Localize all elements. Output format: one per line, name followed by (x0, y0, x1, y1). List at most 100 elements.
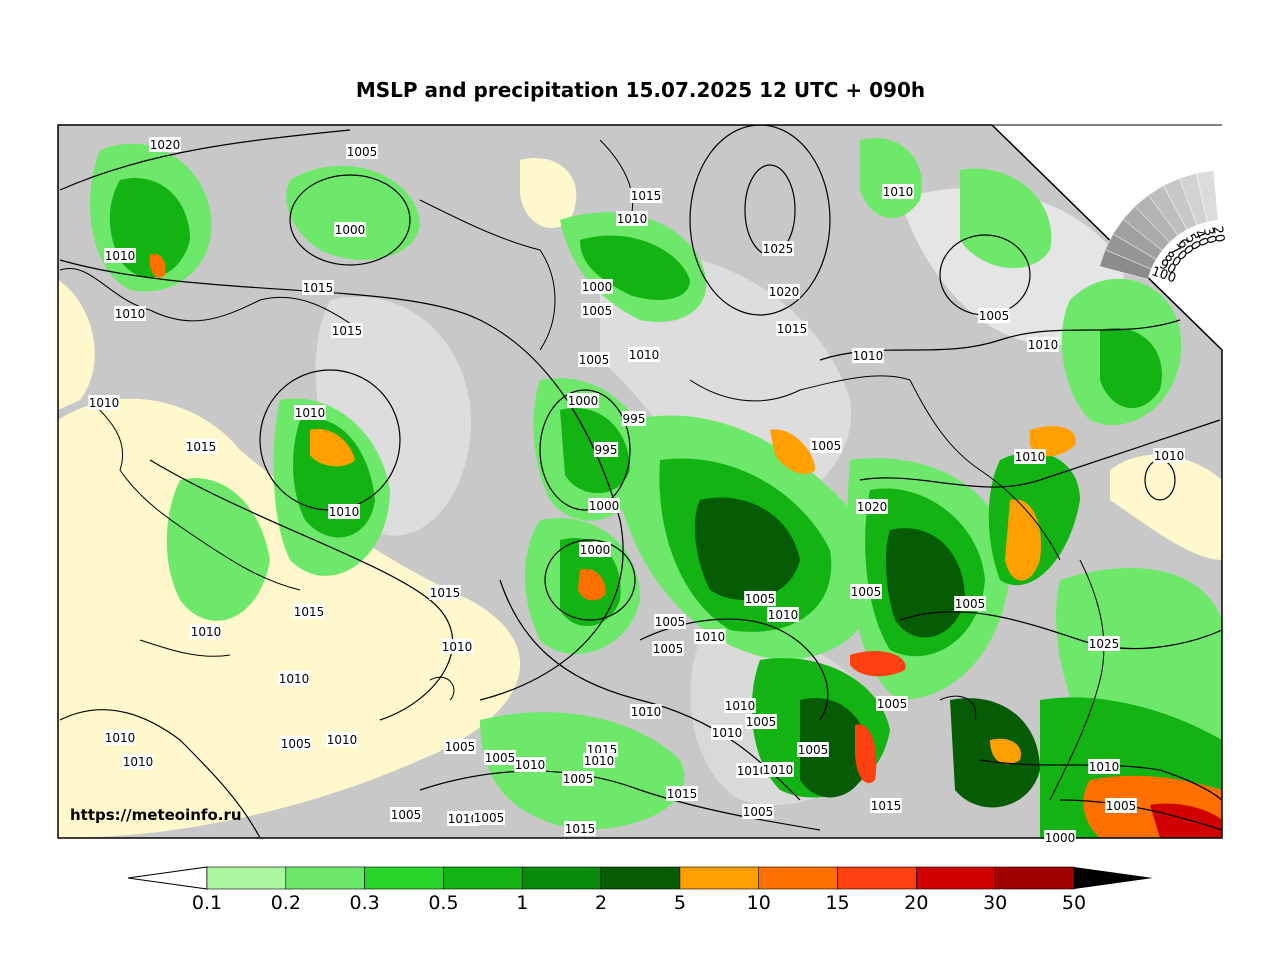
isobar-label: 1000 (568, 394, 599, 408)
isobar-label: 1020 (857, 500, 888, 514)
colorbar-segment (206, 866, 287, 890)
isobar-label: 1005 (391, 808, 422, 822)
isobar-label-box (666, 786, 698, 801)
isobar-label-box (390, 807, 422, 822)
isobar-label-box (776, 321, 808, 336)
isobar-label: 1000 (335, 223, 366, 237)
isobar-label: 1010 (584, 754, 615, 768)
isobar-label: 1015 (631, 189, 662, 203)
isobar-label: 1005 (746, 715, 777, 729)
isobar-label-box (473, 810, 505, 825)
isobar-label-box (1014, 449, 1046, 464)
isobar-label-box (185, 439, 217, 454)
colorbar-tick-label: 2 (595, 892, 607, 914)
cloud-scale-tick: 30 (1200, 226, 1219, 246)
isobar-label: 1005 (281, 737, 312, 751)
colorbar-over-triangle (1074, 867, 1153, 889)
isobar-label: 1015 (294, 605, 325, 619)
cloud-scale-tick: 50 (1182, 231, 1204, 253)
isobar-label-box (744, 591, 776, 606)
isobar-label-box (850, 584, 882, 599)
isobars (59, 125, 1222, 838)
isobar-label-box (628, 347, 660, 362)
isobar-label-box (149, 137, 181, 152)
isobar-label: 1010 (725, 699, 756, 713)
isobar-label: 1005 (485, 751, 516, 765)
isobar-label: 1015 (777, 322, 808, 336)
isobar-label-box (326, 732, 358, 747)
isobar-label-box (294, 405, 326, 420)
isobar-label-box (616, 211, 648, 226)
isobar-label-box (514, 757, 546, 772)
colorbar-tick-label: 0.5 (428, 892, 458, 914)
isobar-label: 1010 (105, 731, 136, 745)
isobar-labels: 1020 1005 1000 1015 1010 1010 1015 1010 1015 1010… (88, 137, 1185, 845)
isobar-label: 1005 (347, 145, 378, 159)
isobar-label: 1010 (768, 608, 799, 622)
isobar-label-box (621, 411, 647, 426)
isobar-label: 1010 (712, 726, 743, 740)
isobar-label: 1005 (743, 805, 774, 819)
clear-sky-area (58, 280, 95, 410)
isobar-label-box (954, 596, 986, 611)
cloud-scale-tick: 40 (1191, 228, 1212, 249)
isobar-label: 1005 (563, 772, 594, 786)
isobar-label: 1010 (695, 630, 726, 644)
isobar-label-box (856, 499, 888, 514)
isobar-label-box (583, 753, 615, 768)
colorbar-tick-label: 0.2 (271, 892, 301, 914)
isobar-label: 1010 (883, 185, 914, 199)
colorbar-tick-label: 30 (983, 892, 1007, 914)
isobar-label-box (724, 698, 756, 713)
map-title: MSLP and precipitation 15.07.2025 12 UTC… (355, 78, 926, 102)
isobar-label: 1005 (955, 597, 986, 611)
isobar-label-box (810, 438, 842, 453)
colorbar-segment (837, 866, 917, 890)
isobar-label: 1020 (150, 138, 181, 152)
precipitation-intense (149, 253, 1222, 838)
isobar-label-box (593, 442, 619, 457)
map-field (58, 125, 1222, 838)
isobar-label-box (978, 308, 1010, 323)
isobar-label-box (882, 184, 914, 199)
colorbar-segment (600, 866, 681, 890)
cloud-scale-tick: 90 (1157, 257, 1179, 278)
clear-sky-area (520, 158, 577, 229)
isobar-label-box (484, 750, 516, 765)
isobar-label-box (293, 604, 325, 619)
isobar-label: 1000 (580, 543, 611, 557)
isobar-label: 1010 (329, 505, 360, 519)
colorbar-tick-label: 5 (674, 892, 686, 914)
colorbar-tick-label: 1 (516, 892, 528, 914)
colorbar-under-triangle (127, 866, 208, 890)
isobar-label-box (762, 241, 794, 256)
isobar-label-box (88, 395, 120, 410)
colorbar-segment (758, 866, 838, 890)
precipitation-colorbar: 0.1 0.2 0.3 0.5 1 2 5 10 15 20 30 50 (127, 866, 1153, 914)
isobar-label: 1010 (631, 705, 662, 719)
cloud-scale-segment (1195, 170, 1219, 223)
isobar-label-box (278, 671, 310, 686)
isobar-label-box (694, 629, 726, 644)
isobar-label-box (876, 696, 908, 711)
isobar-label-box (190, 624, 222, 639)
isobar-label-box (114, 306, 146, 321)
isobar-label-box (579, 542, 611, 557)
isobar-label: 1015 (871, 799, 902, 813)
isobar-label-box (852, 348, 884, 363)
isobar-label: 1015 (667, 787, 698, 801)
isobar-label-box (447, 811, 479, 826)
isobar-label-box (581, 279, 613, 294)
clear-sky-area (1110, 454, 1222, 560)
colorbar-segment (285, 866, 365, 890)
isobar-label-box (1088, 759, 1120, 774)
isobar-label: 1010 (295, 406, 326, 420)
isobar-label: 1005 (877, 697, 908, 711)
isobar-label-box (302, 280, 334, 295)
isobar-label: 1010 (105, 249, 136, 263)
isobar-label-box (1044, 830, 1076, 845)
isobar-label: 1000 (589, 499, 620, 513)
isobar-label: 1010 (123, 755, 154, 769)
isobar-label: 1010 (327, 733, 358, 747)
